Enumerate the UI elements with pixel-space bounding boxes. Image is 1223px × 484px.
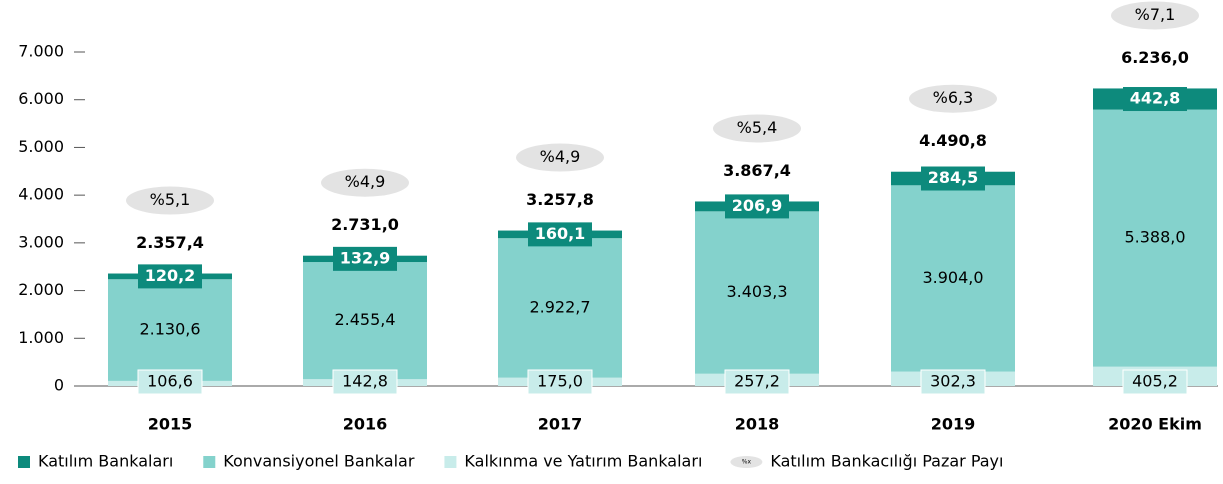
y-tick-label: 7.000 bbox=[18, 42, 64, 61]
label-box bbox=[137, 369, 203, 395]
y-tick-label: 3.000 bbox=[18, 232, 64, 251]
value-label: 106,6 bbox=[147, 372, 193, 391]
value-label: 175,0 bbox=[537, 372, 583, 391]
bar-segment bbox=[891, 185, 1015, 372]
market-share-label: %4,9 bbox=[345, 172, 386, 191]
market-share-bubble bbox=[1111, 1, 1199, 30]
market-share-label: %5,4 bbox=[737, 118, 778, 137]
value-label: 3.403,3 bbox=[726, 282, 787, 301]
market-share-label: %7,1 bbox=[1135, 5, 1176, 24]
value-label: 5.388,0 bbox=[1124, 228, 1185, 247]
value-label: 132,9 bbox=[340, 248, 391, 267]
bar-segment bbox=[1093, 109, 1217, 367]
label-box bbox=[528, 222, 592, 247]
x-tick-label: 2016 bbox=[343, 415, 388, 434]
x-tick-label: 2018 bbox=[735, 415, 780, 434]
y-tick-label: 6.000 bbox=[18, 89, 64, 108]
market-share-bubble bbox=[909, 84, 997, 113]
legend-swatch bbox=[18, 456, 30, 468]
market-share-bubble bbox=[713, 114, 801, 143]
bar-segment bbox=[108, 279, 232, 381]
market-share-label: %5,1 bbox=[150, 190, 191, 209]
total-label: 4.490,8 bbox=[919, 131, 987, 150]
legend-label: Kalkınma ve Yatırım Bankaları bbox=[464, 452, 702, 471]
value-label: 302,3 bbox=[930, 372, 976, 391]
total-label: 3.257,8 bbox=[526, 190, 594, 209]
legend-label: Katılım Bankacılığı Pazar Payı bbox=[770, 452, 1003, 471]
value-label: 120,2 bbox=[145, 266, 196, 285]
legend-label: Konvansiyonel Bankalar bbox=[223, 452, 415, 471]
value-label: 405,2 bbox=[1132, 372, 1178, 391]
value-label: 160,1 bbox=[535, 224, 586, 243]
label-box bbox=[527, 369, 593, 395]
label-box bbox=[138, 264, 202, 289]
value-label: 206,9 bbox=[732, 196, 783, 215]
total-label: 2.731,0 bbox=[331, 215, 399, 234]
x-tick-label: 2017 bbox=[538, 415, 583, 434]
y-tick-label: 2.000 bbox=[18, 280, 64, 299]
legend-icon-text: %x bbox=[742, 459, 752, 466]
legend-swatch bbox=[203, 456, 216, 468]
value-label: 257,2 bbox=[734, 372, 780, 391]
y-tick-label: 1.000 bbox=[18, 328, 64, 347]
market-share-label: %4,9 bbox=[540, 147, 581, 166]
label-box bbox=[725, 194, 789, 219]
y-tick-label: 4.000 bbox=[18, 185, 64, 204]
total-label: 2.357,4 bbox=[136, 233, 204, 252]
x-tick-label: 2020 Ekim bbox=[1108, 415, 1202, 434]
value-label: 442,8 bbox=[1130, 89, 1181, 108]
market-share-label: %6,3 bbox=[933, 88, 974, 107]
bar-segment bbox=[303, 262, 427, 380]
label-box bbox=[724, 369, 790, 395]
y-tick-label: 0 bbox=[54, 376, 64, 395]
value-label: 3.904,0 bbox=[922, 268, 983, 287]
bar-segment bbox=[695, 211, 819, 374]
market-share-bubble bbox=[321, 168, 409, 197]
label-box bbox=[332, 369, 398, 395]
bar-segment bbox=[498, 238, 622, 378]
legend-label: Katılım Bankaları bbox=[38, 452, 173, 471]
label-box bbox=[1123, 87, 1187, 112]
value-label: 2.130,6 bbox=[139, 320, 200, 339]
value-label: 142,8 bbox=[342, 372, 388, 391]
label-box bbox=[920, 369, 986, 395]
label-box bbox=[333, 246, 397, 271]
label-box bbox=[1122, 369, 1188, 395]
total-label: 6.236,0 bbox=[1121, 48, 1189, 67]
legend-swatch bbox=[444, 456, 457, 468]
market-share-bubble bbox=[126, 186, 214, 215]
value-label: 284,5 bbox=[928, 168, 979, 187]
value-label: 2.455,4 bbox=[334, 310, 395, 329]
y-tick-label: 5.000 bbox=[18, 137, 64, 156]
total-label: 3.867,4 bbox=[723, 161, 791, 180]
x-tick-label: 2015 bbox=[148, 415, 193, 434]
value-label: 2.922,7 bbox=[529, 297, 590, 316]
x-tick-label: 2019 bbox=[931, 415, 976, 434]
label-box bbox=[921, 166, 985, 191]
market-share-bubble bbox=[516, 143, 604, 172]
legend-bubble bbox=[730, 456, 763, 468]
